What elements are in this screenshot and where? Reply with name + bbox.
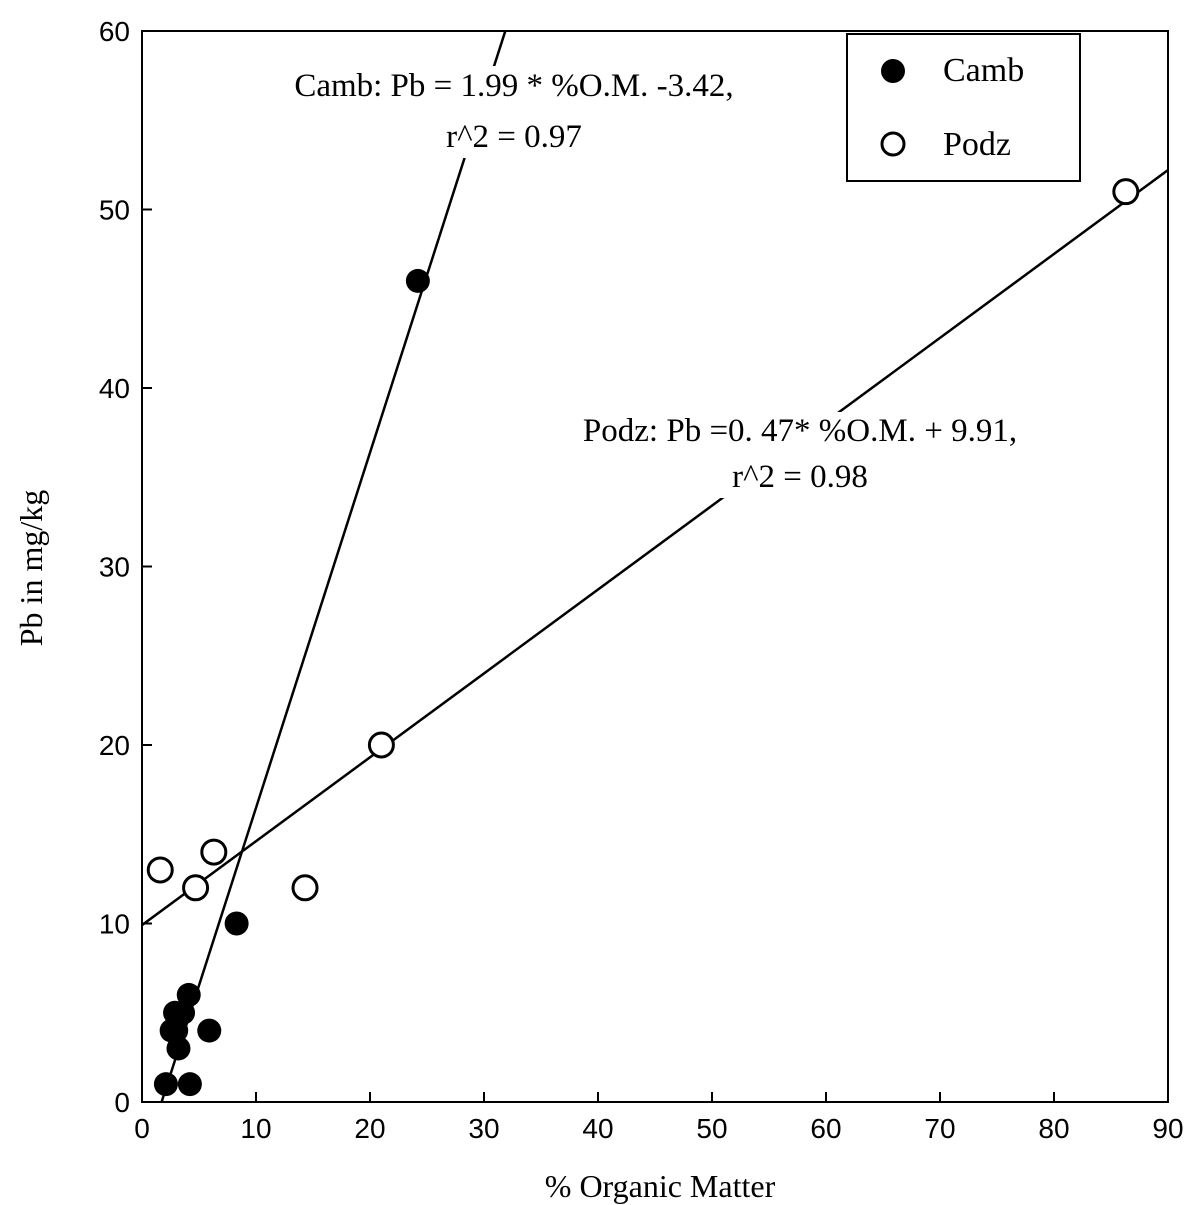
annotation-camb-equation: Camb: Pb = 1.99 * %O.M. -3.42, [294,68,733,104]
regression-annotations: Camb: Pb = 1.99 * %O.M. -3.42, r^2 = 0.9… [294,68,1017,495]
legend-camb-label: Camb [943,52,1024,89]
annotation-backgrounds [232,66,1074,498]
point-podz [182,874,210,902]
point-podz [367,731,395,759]
y-tick-label: 0 [114,1087,130,1118]
x-tick-label: 50 [696,1113,727,1144]
x-tick-label: 0 [134,1113,150,1144]
x-tick-label: 80 [1038,1113,1069,1144]
data-points [146,178,1140,1097]
legend-podz-marker [880,131,906,157]
x-tick-label: 90 [1152,1113,1183,1144]
x-tick-label: 70 [924,1113,955,1144]
point-camb [197,1018,222,1043]
point-camb [224,911,249,936]
annotation-camb-r2: r^2 = 0.97 [446,119,582,155]
legend-camb-marker [881,59,905,83]
y-tick-label: 10 [99,909,130,940]
x-tick-label: 30 [468,1113,499,1144]
annotation-podz-equation: Podz: Pb =0. 47* %O.M. + 9.91, [583,413,1017,449]
point-camb [405,268,430,293]
annotation-background [528,412,1074,498]
y-tick-label: 50 [99,195,130,226]
x-axis-title: % Organic Matter [545,1168,776,1204]
y-tick-label: 20 [99,730,130,761]
x-tick-label: 10 [240,1113,271,1144]
axes: 0 10 20 30 40 50 60 70 80 90 0 10 20 30 40 50 60 [99,16,1184,1144]
fit-line-podz [142,169,1168,927]
y-tick-label: 40 [99,373,130,404]
plot-frame [141,30,1169,1103]
fit-line-camb [160,31,507,1102]
annotation-podz-r2: r^2 = 0.98 [732,459,868,495]
legend: Camb Podz [846,33,1081,182]
point-camb [176,982,201,1007]
point-camb [177,1072,202,1097]
y-tick-label: 60 [99,16,130,47]
point-podz [200,838,228,866]
fit-lines [142,31,1168,1102]
point-podz [291,874,319,902]
x-tick-label: 40 [582,1113,613,1144]
point-podz [1112,178,1140,206]
x-tick-label: 20 [354,1113,385,1144]
x-tick-label: 60 [810,1113,841,1144]
annotation-background [232,66,792,158]
legend-box [846,33,1081,182]
point-camb [153,1072,178,1097]
y-axis-title: Pb in mg/kg [13,490,49,646]
legend-podz-label: Podz [943,126,1011,163]
y-tick-label: 30 [99,552,130,583]
point-podz [146,856,174,884]
